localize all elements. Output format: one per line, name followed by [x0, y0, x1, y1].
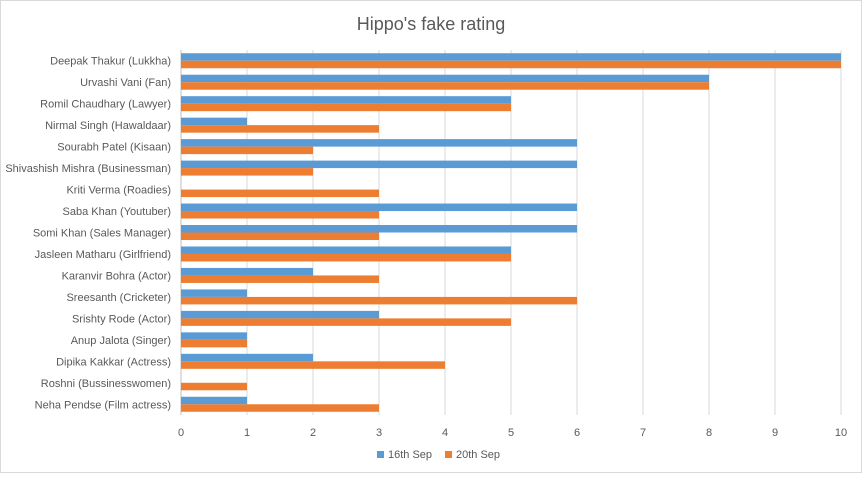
x-tick-label: 0	[178, 427, 184, 439]
category-label: Kriti Verma (Roadies)	[66, 185, 171, 197]
x-tick-label: 8	[706, 427, 712, 439]
bar-20th-sep	[181, 125, 379, 133]
bars	[181, 53, 841, 412]
category-label: Somi Khan (Sales Manager)	[33, 228, 171, 240]
category-label: Saba Khan (Youtuber)	[63, 206, 171, 218]
bar-16th-sep	[181, 310, 379, 319]
category-label: Neha Pendse (Film actress)	[35, 399, 171, 411]
category-label: Deepak Thakur (Lukkha)	[50, 56, 171, 68]
category-label: Urvashi Vani (Fan)	[80, 77, 171, 89]
bar-20th-sep	[181, 232, 379, 240]
legend-label: 16th Sep	[388, 449, 432, 461]
bar-20th-sep	[181, 296, 577, 305]
bar-20th-sep	[181, 189, 379, 198]
bar-20th-sep	[181, 211, 379, 219]
x-tick-label: 4	[442, 427, 448, 439]
x-axis-labels: 0 1 2 3 4 5 6 7 8 9 10	[178, 427, 847, 439]
category-label: Shivashish Mishra (Businessman)	[5, 163, 171, 175]
bar-20th-sep	[181, 361, 445, 369]
legend-swatch	[445, 451, 452, 458]
bar-20th-sep	[181, 103, 511, 112]
bar-20th-sep	[181, 318, 511, 326]
x-tick-label: 9	[772, 427, 778, 439]
category-label: Srishty Rode (Actor)	[72, 313, 171, 325]
bar-20th-sep	[181, 404, 379, 412]
legend: 16th Sep 20th Sep	[377, 449, 500, 461]
category-label: Karanvir Bohra (Actor)	[62, 270, 171, 282]
y-axis-labels: Deepak Thakur (Lukkha) Urvashi Vani (Fan)…	[5, 56, 171, 412]
bar-16th-sep	[181, 332, 247, 340]
bar-16th-sep	[181, 289, 247, 297]
bar-20th-sep	[181, 168, 313, 176]
bar-20th-sep	[181, 253, 511, 262]
bar-16th-sep	[181, 396, 247, 405]
bar-16th-sep	[181, 117, 247, 126]
bar-20th-sep	[181, 146, 313, 155]
bar-16th-sep	[181, 96, 511, 104]
category-label: Jasleen Matharu (Girlfriend)	[35, 249, 171, 261]
x-tick-label: 3	[376, 427, 382, 439]
bar-16th-sep	[181, 53, 841, 61]
bar-20th-sep	[181, 275, 379, 283]
x-tick-label: 1	[244, 427, 250, 439]
category-label: Romil Chaudhary (Lawyer)	[40, 99, 171, 111]
bar-20th-sep	[181, 339, 247, 348]
legend-swatch	[377, 451, 384, 458]
x-tick-label: 10	[835, 427, 847, 439]
category-label: Roshni (Bussinesswomen)	[41, 378, 171, 390]
category-label: Dipika Kakkar (Actress)	[56, 356, 171, 368]
x-tick-label: 7	[640, 427, 646, 439]
bar-20th-sep	[181, 60, 841, 69]
bar-16th-sep	[181, 74, 709, 83]
bar-16th-sep	[181, 267, 313, 276]
chart-title: Hippo's fake rating	[357, 14, 506, 34]
category-label: Sreesanth (Cricketer)	[66, 292, 171, 304]
category-label: Sourabh Patel (Kisaan)	[57, 142, 171, 154]
bar-16th-sep	[181, 203, 577, 212]
x-tick-label: 6	[574, 427, 580, 439]
bar-16th-sep	[181, 353, 313, 362]
legend-label: 20th Sep	[456, 449, 500, 461]
bar-20th-sep	[181, 82, 709, 90]
x-tick-label: 5	[508, 427, 514, 439]
category-label: Nirmal Singh (Hawaldaar)	[45, 120, 171, 132]
bar-16th-sep	[181, 139, 577, 147]
category-label: Anup Jalota (Singer)	[71, 335, 171, 347]
x-tick-label: 2	[310, 427, 316, 439]
bar-20th-sep	[181, 382, 247, 391]
bar-16th-sep	[181, 225, 577, 233]
bar-16th-sep	[181, 246, 511, 254]
bar-16th-sep	[181, 160, 577, 169]
